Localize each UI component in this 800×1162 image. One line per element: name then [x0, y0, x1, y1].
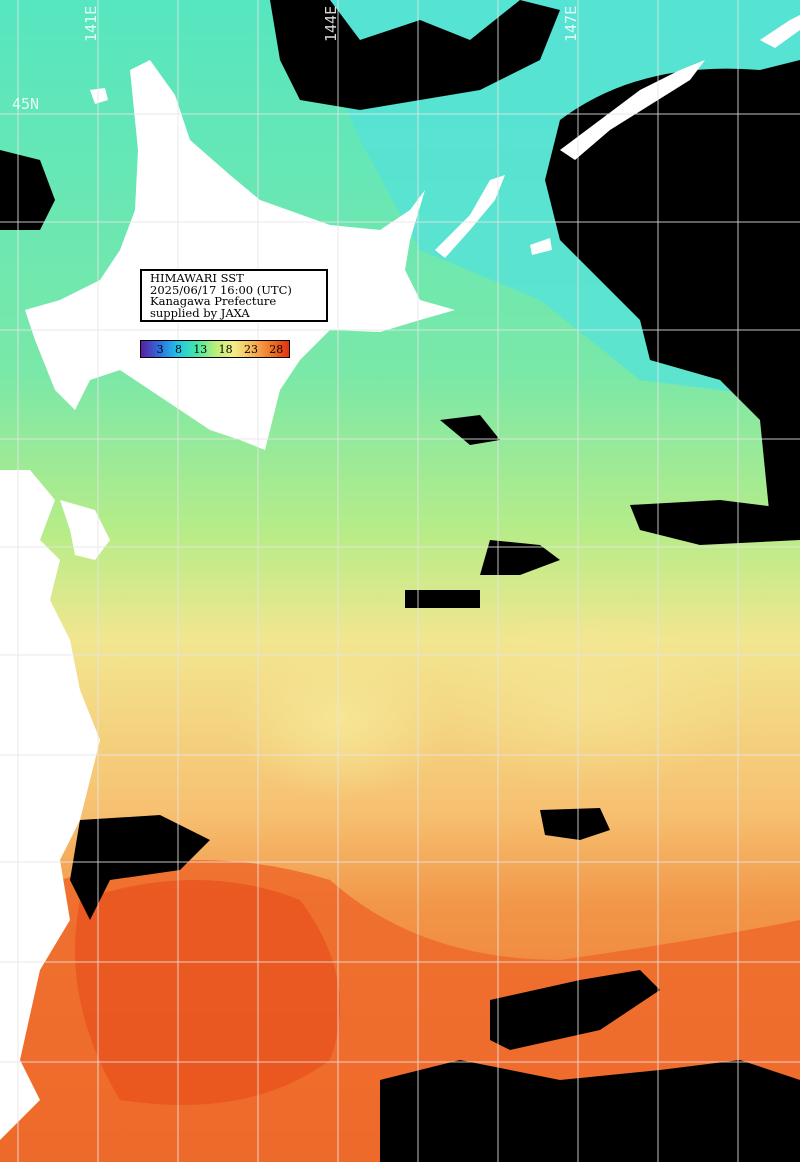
info-title: HIMAWARI SST: [150, 271, 244, 285]
warm-eddy-2: [430, 610, 750, 790]
lon-label-141e: 141E: [82, 5, 100, 42]
info-timestamp: 2025/06/17 16:00 (UTC): [150, 282, 292, 297]
cloud-patch: [540, 808, 610, 840]
cloud-shelf: [440, 415, 500, 445]
colorbar-tick: 8: [174, 342, 182, 356]
cloud-coast: [70, 815, 210, 920]
warm-eddy: [230, 640, 450, 800]
hokkaido-land: [25, 60, 455, 450]
colorbar-tick: 23: [243, 342, 258, 356]
lon-label-147e: 147E: [562, 5, 580, 42]
colorbar-tick: 18: [218, 342, 233, 356]
colorbar-tick: 3: [156, 342, 164, 356]
cloud-northwest: [0, 150, 55, 230]
colorbar-ticks: 3 8 13 18 23 28: [141, 341, 289, 357]
temperature-colorbar: 3 8 13 18 23 28: [140, 340, 290, 358]
kuril-island-1: [435, 175, 505, 258]
cloud-south: [380, 1060, 800, 1162]
honshu-land: [0, 470, 100, 1140]
info-prefecture: Kanagawa Prefecture: [150, 294, 277, 308]
cloud-north: [270, 0, 560, 110]
info-box: HIMAWARI SST 2025/06/17 16:00 (UTC) Kana…: [140, 269, 328, 322]
cloud-east-band: [630, 500, 800, 545]
cloud-mid-2: [405, 590, 480, 608]
cloud-northeast: [545, 60, 800, 520]
kuril-island-3: [760, 15, 800, 48]
info-supplier: supplied by JAXA: [150, 305, 250, 320]
cloud-south-2: [490, 970, 660, 1050]
cloud-mid: [480, 540, 560, 575]
lon-label-144e: 144E: [322, 5, 340, 42]
rishiri-island: [90, 88, 108, 104]
colorbar-tick: 28: [269, 342, 284, 356]
kuril-island-4: [530, 238, 552, 255]
lat-label-45n: 45N: [12, 95, 40, 113]
colorbar-tick: 13: [193, 342, 208, 356]
kuril-island-2: [560, 60, 705, 160]
hot-water-region: [75, 880, 340, 1105]
